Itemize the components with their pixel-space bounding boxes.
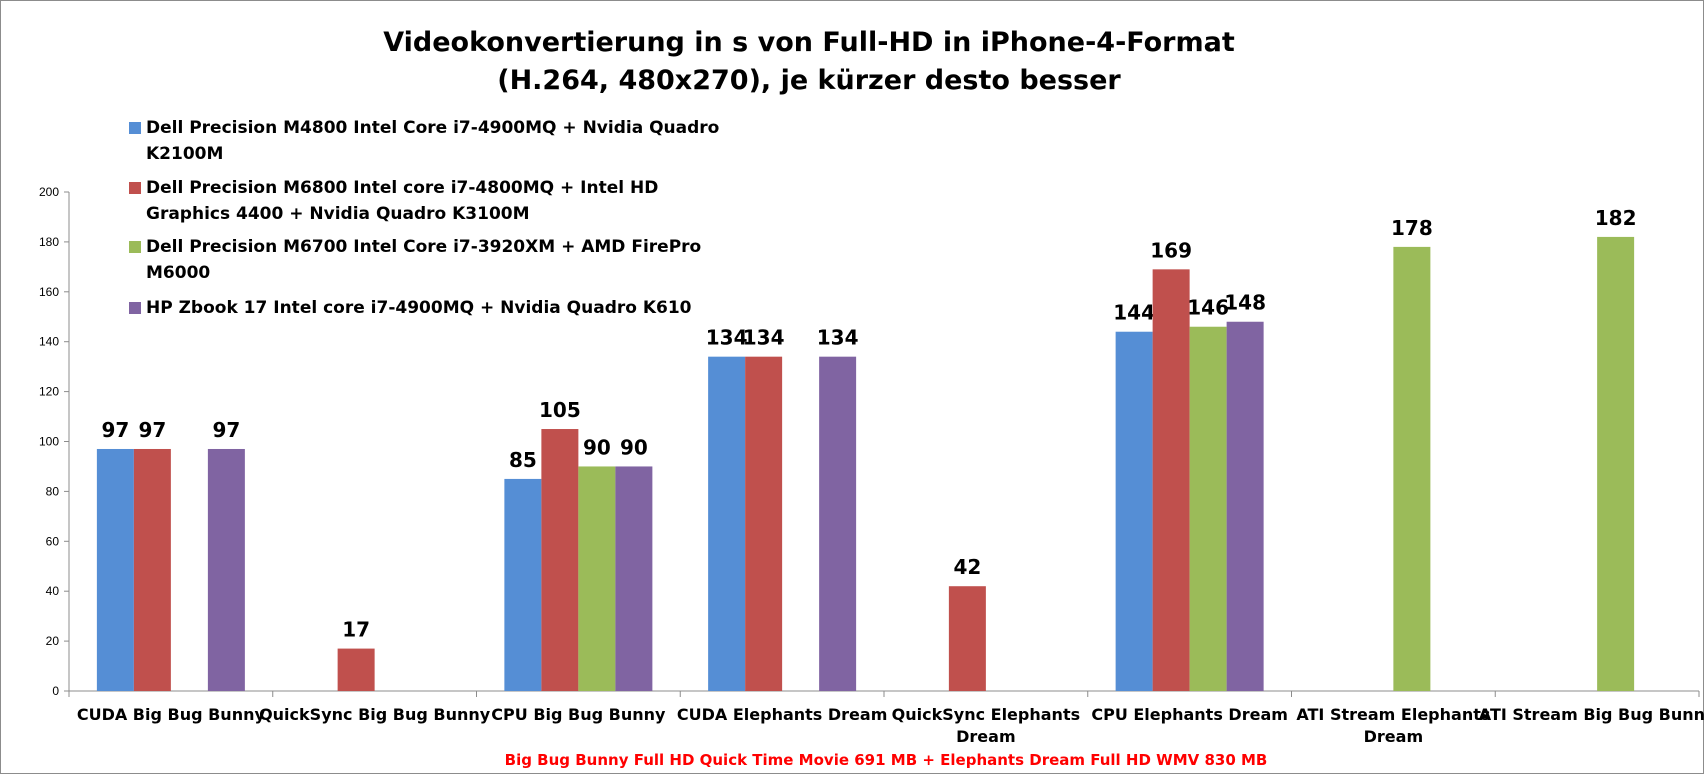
y-tick-label: 20 bbox=[46, 634, 60, 648]
legend-swatch bbox=[129, 182, 141, 194]
data-label: 169 bbox=[1150, 238, 1192, 262]
x-tick-label: QuickSync Elephants bbox=[892, 705, 1080, 724]
legend-swatch bbox=[129, 122, 141, 134]
y-tick-label: 180 bbox=[39, 235, 59, 249]
data-label: 97 bbox=[138, 418, 166, 442]
y-tick-label: 100 bbox=[39, 435, 59, 449]
data-label: 182 bbox=[1595, 206, 1637, 230]
bar bbox=[1152, 269, 1190, 691]
legend-entry-label: K2100M bbox=[146, 144, 223, 164]
legend-entry-label: Graphics 4400 + Nvidia Quadro K3100M bbox=[146, 204, 530, 224]
legend-entry-label: Dell Precision M4800 Intel Core i7-4900M… bbox=[146, 118, 719, 138]
bar bbox=[948, 586, 986, 691]
bar bbox=[541, 429, 579, 691]
chart-title-line: Videokonvertierung in s von Full-HD in i… bbox=[383, 27, 1235, 58]
bar bbox=[578, 466, 616, 691]
x-tick-label: ATI Stream Big Bug Bunny bbox=[1479, 705, 1704, 724]
data-label: 178 bbox=[1391, 216, 1433, 240]
legend-entry-label: HP Zbook 17 Intel core i7-4900MQ + Nvidi… bbox=[146, 298, 692, 318]
y-tick-label: 140 bbox=[39, 335, 59, 349]
bar bbox=[819, 356, 857, 691]
y-tick-label: 60 bbox=[46, 534, 60, 548]
data-label: 146 bbox=[1187, 296, 1229, 320]
bar bbox=[96, 448, 134, 691]
bar bbox=[1189, 326, 1227, 691]
bar bbox=[504, 478, 542, 691]
y-tick-label: 200 bbox=[39, 185, 59, 199]
x-tick-label: CUDA Elephants Dream bbox=[677, 705, 888, 724]
data-label: 97 bbox=[212, 418, 240, 442]
bar bbox=[1115, 331, 1153, 691]
legend-swatch bbox=[129, 302, 141, 314]
bar bbox=[133, 448, 171, 691]
bar bbox=[615, 466, 653, 691]
y-tick-label: 80 bbox=[46, 484, 60, 498]
x-tick-label: ATI Stream Elephants bbox=[1296, 705, 1490, 724]
data-label: 90 bbox=[620, 435, 648, 459]
data-label: 134 bbox=[743, 326, 785, 350]
y-tick-label: 40 bbox=[46, 584, 60, 598]
bar bbox=[1597, 236, 1635, 691]
data-label: 17 bbox=[342, 618, 370, 642]
data-label: 90 bbox=[583, 435, 611, 459]
x-tick-label: Dream bbox=[956, 727, 1016, 746]
x-tick-label: Dream bbox=[1364, 727, 1424, 746]
data-label: 134 bbox=[706, 326, 748, 350]
data-label: 105 bbox=[539, 398, 581, 422]
data-label: 97 bbox=[101, 418, 129, 442]
bar bbox=[207, 448, 245, 691]
chart-title-line: (H.264, 480x270), je kürzer desto besser bbox=[497, 65, 1121, 96]
bar bbox=[708, 356, 746, 691]
x-tick-label: QuickSync Big Bug Bunny bbox=[259, 705, 491, 724]
y-tick-label: 160 bbox=[39, 285, 59, 299]
data-label: 148 bbox=[1224, 291, 1266, 315]
chart-footnote: Big Bug Bunny Full HD Quick Time Movie 6… bbox=[505, 751, 1268, 769]
legend-swatch bbox=[129, 241, 141, 253]
y-tick-label: 120 bbox=[39, 385, 59, 399]
bar bbox=[1393, 246, 1431, 691]
x-tick-label: CPU Big Bug Bunny bbox=[491, 705, 666, 724]
data-label: 85 bbox=[509, 448, 537, 472]
y-tick-label: 0 bbox=[52, 684, 59, 698]
legend-entry-label: Dell Precision M6700 Intel Core i7-3920X… bbox=[146, 237, 701, 257]
x-tick-label: CPU Elephants Dream bbox=[1091, 705, 1288, 724]
data-label: 144 bbox=[1113, 301, 1155, 325]
data-label: 134 bbox=[817, 326, 859, 350]
bar bbox=[1226, 321, 1264, 691]
bar bbox=[745, 356, 783, 691]
bar bbox=[337, 648, 375, 691]
x-tick-label: CUDA Big Bug Bunny bbox=[77, 705, 266, 724]
legend-entry-label: Dell Precision M6800 Intel core i7-4800M… bbox=[146, 178, 658, 198]
legend-entry-label: M6000 bbox=[146, 263, 210, 283]
data-label: 42 bbox=[953, 555, 981, 579]
